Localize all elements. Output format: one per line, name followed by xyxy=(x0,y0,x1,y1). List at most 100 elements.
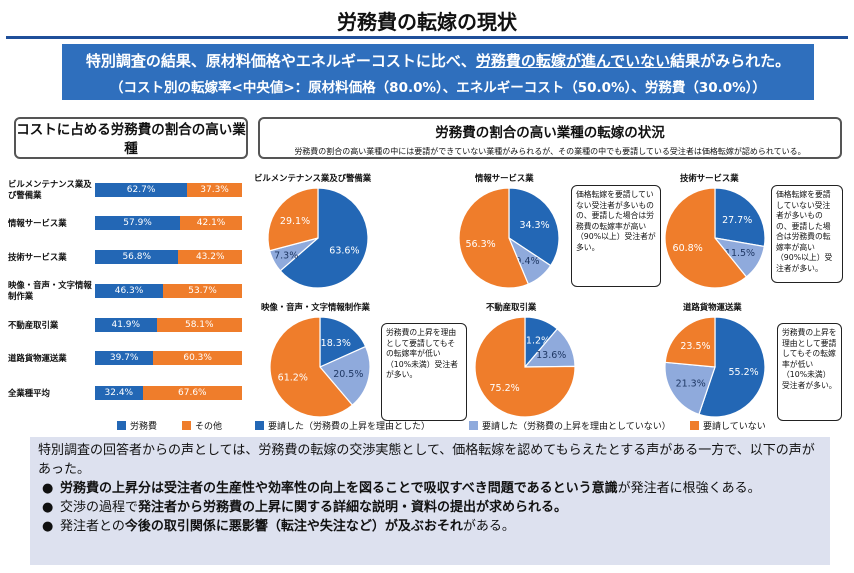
legend-swatch xyxy=(690,421,699,430)
bar-segment-labor: 41.9% xyxy=(95,318,157,332)
pie-value-label: 29.1% xyxy=(280,216,310,227)
title-divider xyxy=(6,36,848,39)
pie-annotation: 価格転嫁を要請していない受注者が多いものの、要請した場合は労務費の転嫁率が高い（… xyxy=(771,185,843,283)
voices-intro: 特別調査の回答者からの声としては、労務費の転嫁の交渉実態として、価格転嫁を認めて… xyxy=(38,443,815,477)
pie-slice xyxy=(664,187,748,289)
bar-category-label: 不動産取引業 xyxy=(8,319,59,330)
bar-category-label: 映像・音声・文字情報制作業 xyxy=(8,280,92,301)
bar-segment-labor: 56.8% xyxy=(95,250,179,264)
pie-title: 情報サービス業 xyxy=(475,173,534,183)
bullet-icon: ● xyxy=(42,500,54,515)
legend-label: 要請した（労務費の上昇を理由としていない） xyxy=(482,422,671,432)
stacked-bar: 46.3% 53.7% xyxy=(95,284,242,298)
bar-segment-labor: 46.3% xyxy=(95,284,164,298)
bar-segment-labor: 39.7% xyxy=(95,351,154,365)
legend-swatch xyxy=(469,421,478,430)
page-title: 労務費の転嫁の現状 xyxy=(337,10,517,34)
pie-value-label: 18.3% xyxy=(321,338,351,349)
pie-slice xyxy=(267,187,319,252)
pie-title: ビルメンテナンス業及び警備業 xyxy=(254,173,372,183)
pie-value-label: 11.5% xyxy=(725,248,755,259)
stacked-bar: 62.7% 37.3% xyxy=(95,183,242,197)
pie-value-label: 27.7% xyxy=(722,215,752,226)
pie-value-label: 7.3% xyxy=(274,250,298,261)
pie-title: 道路貨物運送業 xyxy=(683,302,742,312)
pie-slice xyxy=(319,345,371,406)
pie-value-label: 13.6% xyxy=(536,350,566,361)
pie-value-label: 20.5% xyxy=(333,369,363,380)
pie-value-label: 55.2% xyxy=(729,367,759,378)
legend-label: 要請していない xyxy=(703,422,766,432)
pie-title: 技術サービス業 xyxy=(680,173,739,183)
pie-slice xyxy=(523,328,576,368)
stacked-bar: 57.9% 42.1% xyxy=(95,216,242,230)
pie-slice xyxy=(279,187,369,289)
right-panel-subtitle: 労務費の割合の高い業種の中には要請ができていない業種がみられるが、その業種の中で… xyxy=(294,147,806,156)
stacked-bar: 32.4% 67.6% xyxy=(95,386,242,400)
pie-slice xyxy=(458,187,530,289)
banner-line-2: （コスト別の転嫁率<中央値>：原材料価格（80.0%）、エネルギーコスト（50.… xyxy=(110,80,766,96)
pie-slice xyxy=(474,316,576,418)
pie-value-label: 75.2% xyxy=(490,383,520,394)
pie-slice xyxy=(664,316,716,368)
pie-annotation: 価格転嫁を要請していない受注者が多いものの、要請した場合は労務費の転嫁率が高い（… xyxy=(571,185,661,287)
bullet-icon: ● xyxy=(42,519,54,534)
bar-segment-other: 67.6% xyxy=(142,386,242,400)
pie-value-label: 9.4% xyxy=(515,256,539,267)
pie-slice xyxy=(664,361,716,416)
stacked-bar: 41.9% 58.1% xyxy=(95,318,242,332)
bar-category-label: ビルメンテナンス業及び警備業 xyxy=(8,179,92,200)
pie-value-label: 60.8% xyxy=(673,243,703,254)
pie-value-label: 61.2% xyxy=(278,372,308,383)
pie-title: 不動産取引業 xyxy=(486,302,537,312)
pie-title: 映像・音声・文字情報制作業 xyxy=(261,302,370,312)
bar-segment-other: 60.3% xyxy=(153,351,242,365)
pie-slice xyxy=(268,237,319,272)
legend-label: 要請した（労務費の上昇を理由とした） xyxy=(268,422,431,432)
bar-segment-other: 42.1% xyxy=(180,216,242,230)
left-panel-title: コストに占める労務費の割合の高い業種 xyxy=(14,117,248,159)
legend-swatch xyxy=(255,421,264,430)
pie-value-label: 56.3% xyxy=(465,239,495,250)
bar-segment-other: 53.7% xyxy=(163,284,242,298)
bar-segment-other: 37.3% xyxy=(187,183,242,197)
bar-category-label: 技術サービス業 xyxy=(8,251,67,262)
legend-label: 労務費 xyxy=(130,422,158,432)
bar-segment-labor: 62.7% xyxy=(95,183,188,197)
banner-line-1: 特別調査の結果、原材料価格やエネルギーコストに比べ、労務費の転嫁が進んでいない結… xyxy=(85,52,791,70)
pie-value-label: 63.6% xyxy=(329,246,359,257)
summary-banner: 特別調査の結果、原材料価格やエネルギーコストに比べ、労務費の転嫁が進んでいない結… xyxy=(62,44,814,100)
pie-value-label: 21.3% xyxy=(676,378,706,389)
pie-slice xyxy=(713,237,765,278)
pie-slice xyxy=(507,236,552,285)
bullet-icon: ● xyxy=(42,481,54,496)
legend-swatch xyxy=(182,421,191,430)
pie-value-label: 11.2% xyxy=(520,335,550,346)
bar-segment-labor: 57.9% xyxy=(95,216,181,230)
bar-category-label: 道路貨物運送業 xyxy=(8,352,67,363)
pie-value-label: 34.3% xyxy=(519,220,549,231)
legend-label: その他 xyxy=(195,422,223,432)
voice-item-3: ● 発注者との今後の取引関係に悪影響（転注や失注など）が及ぶおそれがある。 xyxy=(42,519,515,534)
respondent-voices-box: 特別調査の回答者からの声としては、労務費の転嫁の交渉実態として、価格転嫁を認めて… xyxy=(30,437,830,565)
right-panel-title-text: 労務費の割合の高い業種の転嫁の状況 xyxy=(435,125,665,141)
pie-slice xyxy=(319,316,367,368)
pie-slice xyxy=(714,187,766,248)
banner-underlined-text: 労務費の転嫁が進んでいない xyxy=(475,52,671,70)
bar-segment-other: 58.1% xyxy=(156,318,242,332)
bar-segment-labor: 32.4% xyxy=(95,386,143,400)
voice-item-1: ● 労務費の上昇分は受注者の生産性や効率性の向上を図ることで吸収すべき問題であると… xyxy=(42,481,761,496)
pie-slice xyxy=(269,316,354,418)
legend-swatch xyxy=(117,421,126,430)
bar-segment-other: 43.2% xyxy=(178,250,242,264)
pie-value-label: 23.5% xyxy=(680,341,710,352)
pie-annotation: 労務費の上昇を理由として要請してもその転嫁率が低い（10%未満）受注者が多い。 xyxy=(777,323,842,421)
voice-item-2: ● 交渉の過程で発注者から労務費の上昇に関する詳細な説明・資料の提出が求められる。 xyxy=(42,500,568,515)
right-panel-title: 労務費の割合の高い業種の転嫁の状況 労務費の割合の高い業種の中には要請ができてい… xyxy=(258,117,842,159)
pie-annotation: 労務費の上昇を理由として要請してもその転嫁率が低い（10%未満）受注者が多い。 xyxy=(381,323,467,421)
stacked-bar: 56.8% 43.2% xyxy=(95,250,242,264)
pie-slice xyxy=(524,316,559,369)
pie-slice xyxy=(698,316,766,418)
bar-category-label: 全業種平均 xyxy=(8,387,50,398)
stacked-bar: 39.7% 60.3% xyxy=(95,351,242,365)
